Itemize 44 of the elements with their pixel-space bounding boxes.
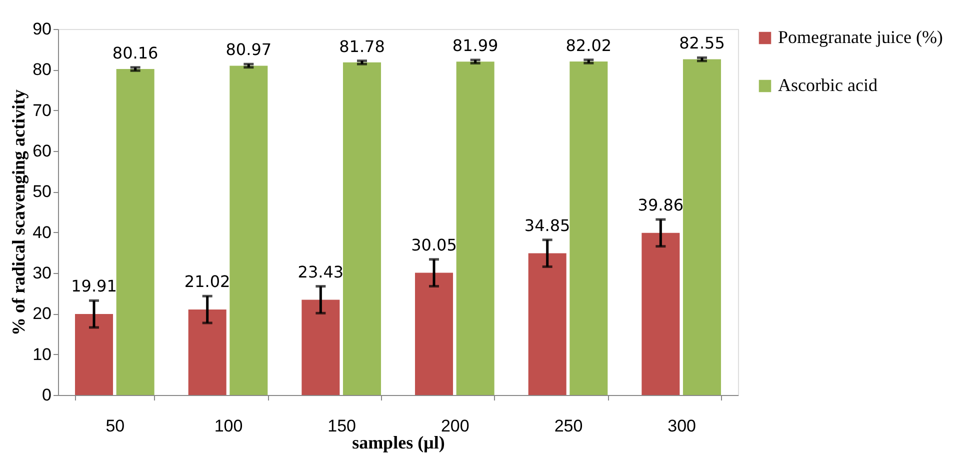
bar [570, 61, 608, 395]
legend-label: Ascorbic acid [778, 75, 878, 95]
data-label: 80.97 [226, 40, 272, 60]
legend-label: Pomegranate juice (%) [778, 27, 943, 47]
x-tick-label: 250 [554, 416, 583, 436]
y-tick-label: 90 [32, 20, 52, 38]
x-tick-label: 200 [440, 416, 470, 436]
y-tick-label: 30 [32, 264, 52, 282]
bar [75, 314, 114, 395]
data-label: 21.02 [184, 272, 230, 292]
x-tick-label: 50 [106, 416, 125, 436]
data-label: 23.43 [298, 262, 344, 282]
y-tick-label: 80 [32, 60, 52, 80]
bar [642, 232, 680, 395]
bar [302, 300, 340, 395]
data-label: 39.86 [638, 195, 684, 214]
y-tick-label: 40 [32, 222, 52, 242]
data-label: 82.02 [566, 36, 612, 55]
bar [230, 66, 268, 395]
bar [342, 62, 381, 395]
data-label: 34.85 [524, 216, 570, 235]
y-tick-label: 0 [42, 386, 52, 404]
data-label: 80.16 [112, 43, 158, 62]
data-label: 82.55 [679, 34, 725, 53]
y-tick-label: 70 [32, 100, 52, 120]
bar [116, 69, 154, 395]
y-tick-label: 50 [32, 182, 52, 202]
data-label: 19.91 [71, 276, 117, 296]
x-tick-label: 100 [214, 416, 243, 436]
y-axis-title: % of radical scavenging activity [8, 90, 29, 336]
x-tick-label: 300 [668, 416, 696, 436]
y-tick-label: 60 [32, 142, 52, 160]
x-axis-title: samples (µl) [352, 432, 445, 452]
bar [188, 310, 226, 395]
bar [456, 62, 494, 395]
y-tick-label: 20 [32, 304, 52, 324]
bar [682, 59, 721, 395]
y-tick-label: 10 [32, 344, 52, 364]
data-label: 81.99 [452, 36, 498, 55]
x-tick-label: 150 [328, 416, 356, 436]
bar [528, 253, 566, 395]
data-label: 30.05 [411, 235, 457, 254]
bar [415, 272, 454, 395]
data-label: 81.78 [339, 36, 385, 56]
